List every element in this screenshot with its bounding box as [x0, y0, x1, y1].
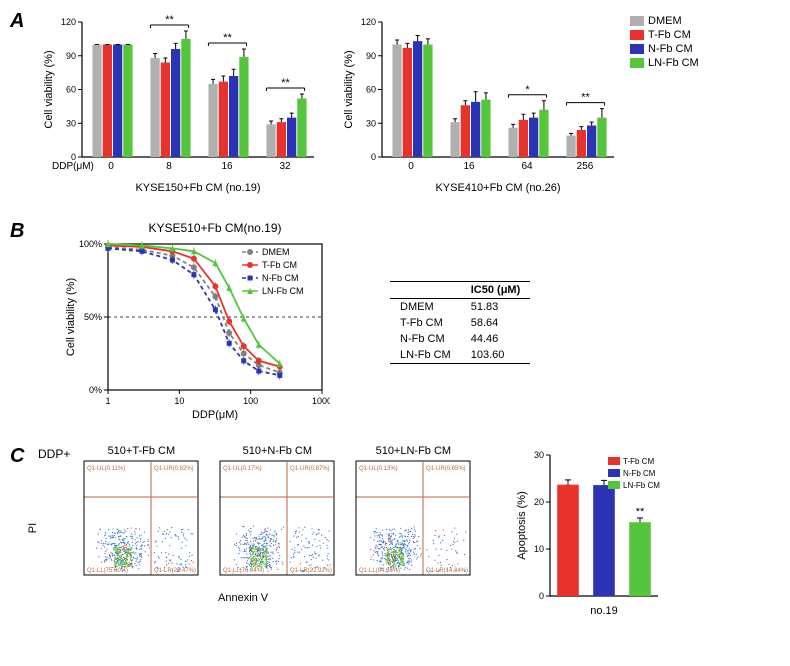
svg-text:90: 90 — [66, 51, 76, 61]
svg-text:30: 30 — [366, 118, 376, 128]
svg-text:Q1-UL(0.11%): Q1-UL(0.11%) — [87, 466, 125, 472]
svg-text:LN-Fb CM: LN-Fb CM — [623, 481, 660, 490]
legend-swatch-nfb — [630, 44, 644, 54]
svg-text:N-Fb CM: N-Fb CM — [623, 469, 656, 478]
svg-text:120: 120 — [361, 17, 376, 27]
svg-text:30: 30 — [66, 118, 76, 128]
svg-text:256: 256 — [577, 161, 594, 172]
svg-text:0: 0 — [539, 591, 544, 601]
svg-text:KYSE150+Fb CM (no.19): KYSE150+Fb CM (no.19) — [135, 182, 260, 194]
svg-text:1000: 1000 — [312, 396, 330, 406]
legend-label: LN-Fb CM — [648, 57, 699, 69]
flow-cytometry-panel: 510+T-Fb CMQ1-UL(0.11%)Q1-UR(0.82%)Q1-LL… — [76, 445, 206, 592]
ic50-table: IC50 (μM) DMEM51.83T-Fb CM58.64N-Fb CM44… — [390, 281, 530, 364]
svg-text:LN-Fb CM: LN-Fb CM — [262, 286, 304, 296]
svg-text:0: 0 — [108, 161, 114, 172]
svg-text:Q1-UR(0.82%): Q1-UR(0.82%) — [154, 466, 194, 472]
svg-text:Q1-UR(0.87%): Q1-UR(0.87%) — [290, 466, 330, 472]
svg-text:DDP(μM): DDP(μM) — [192, 409, 238, 420]
legend-swatch-tfb — [630, 30, 644, 40]
svg-text:no.19: no.19 — [591, 605, 619, 617]
svg-text:Q1-LL(76.04%): Q1-LL(76.04%) — [223, 568, 264, 574]
svg-text:10: 10 — [174, 396, 184, 406]
pi-axis-label: PI — [27, 523, 39, 533]
svg-text:**: ** — [165, 14, 174, 26]
panel-a-label: A — [10, 10, 24, 33]
svg-text:Q1-UL(0.17%): Q1-UL(0.17%) — [223, 466, 262, 472]
panel-c-label: C — [10, 445, 24, 468]
svg-text:DMEM: DMEM — [262, 247, 290, 257]
svg-text:10: 10 — [534, 544, 544, 554]
panel-b-chart: KYSE510+Fb CM(no.19) 0% 50% 100% 1 10 100 1000 D… — [60, 220, 330, 425]
svg-text:Q1-LR(22.92%): Q1-LR(22.92%) — [290, 568, 332, 574]
panel-b-label: B — [10, 220, 24, 243]
svg-text:16: 16 — [221, 161, 233, 172]
svg-text:Q1-UR(0.65%): Q1-UR(0.65%) — [426, 466, 466, 472]
legend-label: DMEM — [648, 15, 682, 27]
svg-text:**: ** — [281, 77, 290, 89]
ddp-plus-label: DDP+ — [38, 447, 70, 592]
svg-text:0%: 0% — [89, 385, 102, 395]
svg-text:64: 64 — [521, 161, 533, 172]
svg-text:**: ** — [636, 506, 645, 518]
legend-swatch-lnfb — [630, 58, 644, 68]
svg-text:Q1-LR(23.47%): Q1-LR(23.47%) — [154, 568, 196, 574]
svg-text:DDP(μM): DDP(μM) — [52, 161, 94, 172]
svg-text:T-Fb CM: T-Fb CM — [262, 260, 297, 270]
svg-text:8: 8 — [166, 161, 172, 172]
svg-text:Q1-UL(0.13%): Q1-UL(0.13%) — [359, 466, 398, 472]
legend-label: N-Fb CM — [648, 43, 693, 55]
svg-text:90: 90 — [366, 51, 376, 61]
svg-text:32: 32 — [279, 161, 291, 172]
svg-text:60: 60 — [66, 85, 76, 95]
svg-text:0: 0 — [408, 161, 414, 172]
svg-text:N-Fb CM: N-Fb CM — [262, 273, 299, 283]
svg-text:120: 120 — [61, 17, 76, 27]
svg-text:KYSE510+Fb CM(no.19): KYSE510+Fb CM(no.19) — [148, 221, 281, 235]
svg-text:Cell viability (%): Cell viability (%) — [65, 278, 77, 356]
panel-a-left-chart: 0306090120Cell viability (%)08**16**32**… — [40, 10, 320, 200]
svg-text:Cell viability (%): Cell viability (%) — [343, 50, 355, 128]
svg-text:20: 20 — [534, 497, 544, 507]
svg-text:Q1-LL(84.88%): Q1-LL(84.88%) — [359, 568, 400, 574]
svg-text:100: 100 — [243, 396, 258, 406]
svg-text:1: 1 — [105, 396, 110, 406]
panel-c-bar: 0 10 20 30 Apoptosis (%) ** no.19 T-Fb CM N-Fb C… — [514, 445, 664, 625]
svg-text:Apoptosis (%): Apoptosis (%) — [516, 491, 528, 559]
panel-a-right-chart: 0 30 60 90 120 Cell viability (%) 0 16 64 * 256 ** K… — [340, 10, 620, 200]
svg-text:**: ** — [581, 92, 590, 104]
annexin-axis-label: Annexin V — [218, 592, 268, 604]
svg-text:Cell viability (%): Cell viability (%) — [43, 50, 55, 128]
svg-text:50%: 50% — [84, 312, 102, 322]
legend-swatch-dmem — [630, 16, 644, 26]
svg-text:**: ** — [223, 32, 232, 44]
svg-text:30: 30 — [534, 450, 544, 460]
svg-text:16: 16 — [463, 161, 475, 172]
svg-text:KYSE410+Fb CM (no.26): KYSE410+Fb CM (no.26) — [435, 182, 560, 194]
svg-text:60: 60 — [366, 85, 376, 95]
svg-text:*: * — [525, 84, 530, 96]
flow-cytometry-panel: 510+N-Fb CMQ1-UL(0.17%)Q1-UR(0.87%)Q1-LL… — [212, 445, 342, 592]
flow-cytometry-panel: 510+LN-Fb CMQ1-UL(0.13%)Q1-UR(0.65%)Q1-L… — [348, 445, 478, 592]
svg-text:T-Fb CM: T-Fb CM — [623, 457, 654, 466]
legend-label: T-Fb CM — [648, 29, 691, 41]
legend-a: DMEM T-Fb CM N-Fb CM LN-Fb CM — [630, 15, 699, 200]
svg-text:0: 0 — [371, 152, 376, 162]
svg-text:100%: 100% — [79, 239, 102, 249]
